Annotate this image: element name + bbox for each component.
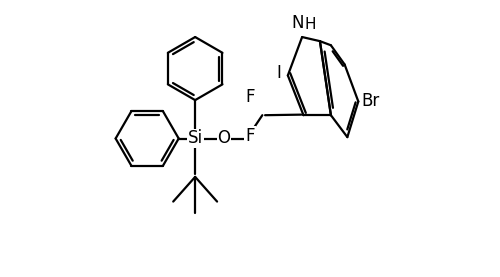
Text: O: O (218, 130, 230, 147)
Text: Br: Br (362, 93, 380, 111)
Text: N: N (291, 14, 304, 32)
Text: Si: Si (188, 130, 202, 147)
Text: H: H (304, 17, 316, 32)
Text: F: F (245, 127, 255, 145)
Text: I: I (276, 64, 281, 82)
Text: F: F (245, 88, 255, 106)
